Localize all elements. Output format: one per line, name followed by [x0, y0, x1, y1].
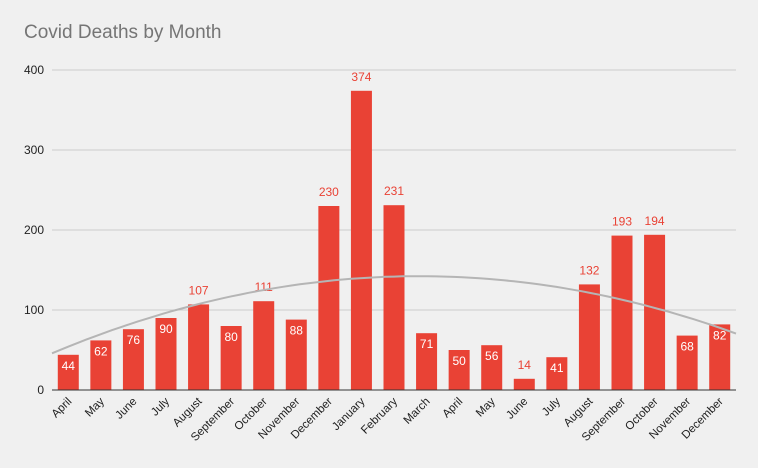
data-label: 374	[351, 70, 371, 84]
bar	[416, 333, 438, 390]
data-label: 107	[189, 283, 209, 297]
data-label: 80	[224, 330, 238, 344]
data-label: 88	[290, 324, 304, 338]
data-label: 132	[579, 263, 599, 277]
data-label: 231	[384, 184, 404, 198]
data-label: 193	[612, 215, 632, 229]
data-label: 14	[518, 358, 532, 372]
bar	[546, 357, 568, 390]
y-tick-label: 0	[37, 383, 44, 397]
data-label: 50	[452, 354, 466, 368]
x-tick-label: July	[540, 395, 563, 418]
bar	[578, 284, 600, 390]
y-tick-label: 400	[24, 63, 44, 77]
data-label: 76	[127, 333, 141, 347]
data-label: 90	[159, 322, 173, 336]
trendline	[51, 275, 737, 355]
bar	[220, 326, 242, 390]
data-label: 41	[550, 361, 564, 375]
y-tick-label: 100	[24, 303, 44, 317]
bar	[709, 324, 731, 390]
y-tick-label: 200	[24, 223, 44, 237]
x-tick-label: June	[504, 396, 530, 422]
bar	[676, 335, 698, 390]
x-tick-label: March	[402, 396, 433, 427]
x-tick-label: May	[474, 395, 498, 419]
data-label: 194	[645, 214, 665, 228]
x-tick-label: June	[113, 396, 139, 422]
bar	[383, 205, 405, 390]
data-label: 82	[713, 328, 727, 342]
data-label: 56	[485, 349, 499, 363]
bar	[481, 345, 503, 390]
bar	[350, 90, 372, 391]
x-tick-label: April	[441, 396, 466, 421]
chart-title: Covid Deaths by Month	[24, 22, 222, 43]
bar	[155, 318, 177, 390]
bar	[448, 350, 470, 390]
bar	[57, 354, 79, 390]
bar	[611, 235, 633, 390]
bar	[188, 304, 210, 390]
bar	[644, 234, 666, 390]
x-tick-label: July	[149, 395, 172, 418]
bar	[122, 329, 144, 390]
y-tick-label: 300	[24, 143, 44, 157]
data-label: 44	[62, 359, 76, 373]
x-tick-label: April	[50, 396, 75, 421]
bar	[253, 301, 275, 390]
bar	[318, 206, 340, 390]
data-label: 230	[319, 185, 339, 199]
bar	[90, 340, 112, 390]
data-label: 68	[680, 340, 694, 354]
bar	[513, 378, 535, 390]
data-label: 62	[94, 344, 108, 358]
bar	[285, 319, 307, 390]
data-label: 71	[420, 337, 434, 351]
x-tick-label: May	[83, 395, 107, 419]
x-tick-label: February	[359, 395, 400, 436]
